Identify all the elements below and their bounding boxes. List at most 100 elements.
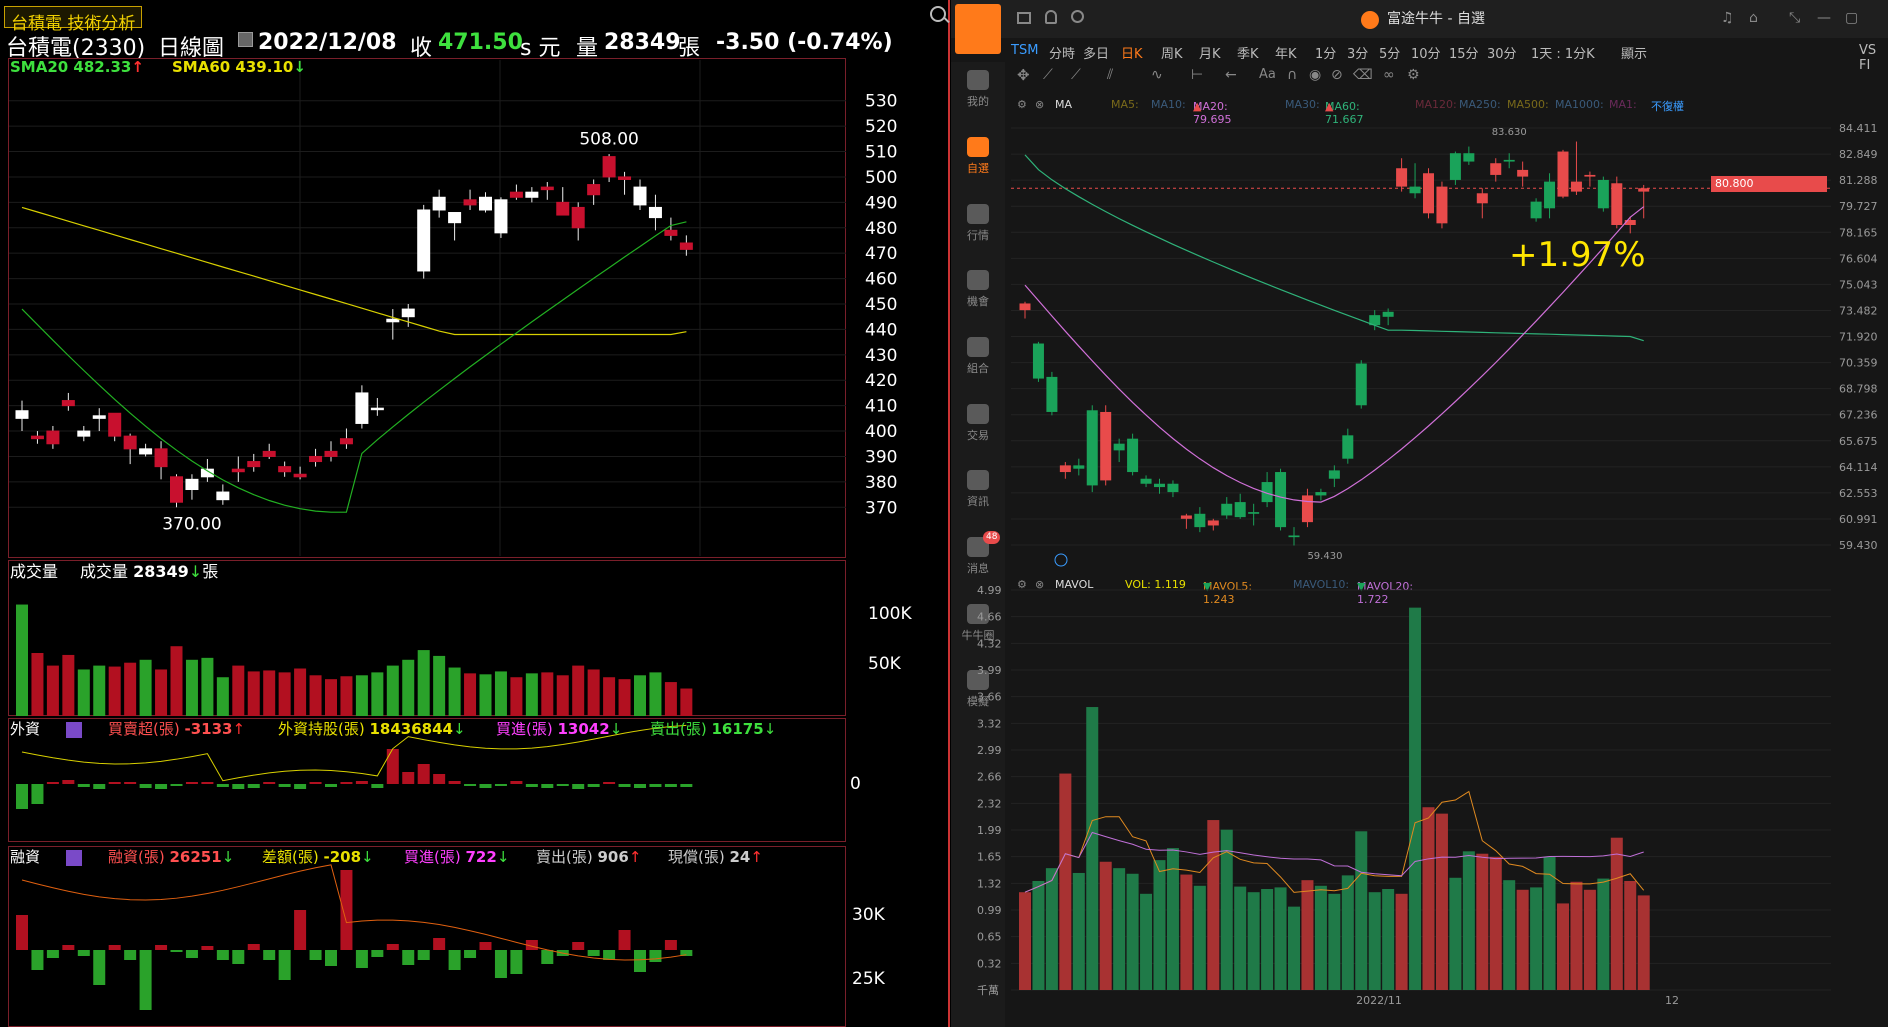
line-tool-icon[interactable]: ⟋ xyxy=(1043,67,1053,83)
sidebar-item-news[interactable]: 資訊 xyxy=(951,470,1005,509)
price-axis-label: 380 xyxy=(865,473,897,493)
date-label: 2022/11 xyxy=(1356,994,1402,1007)
message-badge: 48 xyxy=(983,531,1001,544)
sidebar-item-mine[interactable]: 我的 xyxy=(951,70,1005,109)
margin-bar-up xyxy=(108,945,121,950)
channel-tool-icon[interactable]: ⫽ xyxy=(1107,67,1114,83)
symbol-label[interactable]: TSM xyxy=(1011,43,1039,58)
ma20-line xyxy=(1024,206,1645,503)
search-icon[interactable] xyxy=(1071,10,1084,23)
tab-period[interactable]: 周K xyxy=(1161,47,1183,62)
sidebar-item-opportunity[interactable]: 機會 xyxy=(951,270,1005,309)
restore-icon[interactable]: ⤡ xyxy=(1789,10,1801,26)
volume-bar-down xyxy=(1462,851,1475,990)
sidebar-item-messages[interactable]: 消息 48 xyxy=(951,531,1005,576)
link-icon[interactable]: ∞ xyxy=(1383,67,1395,83)
volume-bar-down xyxy=(1530,887,1543,990)
tab-period[interactable]: 季K xyxy=(1237,47,1259,62)
foreign-panel[interactable] xyxy=(8,718,846,842)
display-menu[interactable]: 顯示 xyxy=(1621,47,1648,62)
trash-icon[interactable]: ⌫ xyxy=(1353,67,1373,83)
tab-period-active[interactable]: 日K xyxy=(1121,47,1143,62)
candle-down xyxy=(1382,311,1394,317)
low-price-label: 370.00 xyxy=(162,514,221,534)
tab-period[interactable]: 分時 xyxy=(1049,47,1076,62)
magnet-icon[interactable]: ∩ xyxy=(1287,67,1298,83)
window-title[interactable]: 台積電 技術分析 xyxy=(4,6,143,34)
adjust-toggle[interactable]: 不復權 xyxy=(1651,100,1684,113)
sidebar-item-watchlist[interactable]: 自選 xyxy=(951,137,1005,176)
volume-bar-down xyxy=(1140,893,1153,990)
volume-bar-up xyxy=(1207,820,1220,990)
price-axis-label: 370 xyxy=(865,498,897,518)
tab-period[interactable]: 多日 xyxy=(1083,47,1110,62)
list-icon[interactable] xyxy=(66,850,82,866)
price-axis-label: 500 xyxy=(865,168,897,188)
tab-period[interactable]: 30分 xyxy=(1487,47,1517,62)
compare-label[interactable]: VS FI xyxy=(1859,43,1877,73)
foreign-bar-buy xyxy=(46,782,59,784)
futu-logo-icon xyxy=(1361,11,1379,29)
maximize-icon[interactable]: ▢ xyxy=(1845,10,1859,26)
foreign-bar-buy xyxy=(201,782,214,784)
minimize-icon[interactable]: — xyxy=(1817,10,1831,26)
headset-icon[interactable]: ♫ xyxy=(1721,10,1734,26)
tab-period[interactable]: 3分 xyxy=(1347,47,1369,62)
eye-icon[interactable]: ◉ xyxy=(1309,67,1322,83)
margin-bar-down xyxy=(93,950,106,985)
tab-period[interactable]: 月K xyxy=(1199,47,1221,62)
sidebar-item-portfolio[interactable]: 組合 xyxy=(951,337,1005,376)
shirt-icon[interactable]: ⌂ xyxy=(1749,10,1758,26)
measure-tool-icon[interactable]: ⊢ xyxy=(1191,67,1204,83)
tab-period[interactable]: 1分 xyxy=(1315,47,1337,62)
layout-icon[interactable] xyxy=(1017,12,1031,24)
price-panel[interactable] xyxy=(8,58,846,558)
candle-up xyxy=(92,415,106,419)
mavol20-line xyxy=(1024,831,1644,893)
ma-indicator[interactable]: MA xyxy=(1055,98,1073,111)
tab-period[interactable]: 年K xyxy=(1275,47,1297,62)
dropdown-icon[interactable] xyxy=(238,32,253,47)
foreign-bar-sell xyxy=(649,784,662,787)
foreign-bar-sell xyxy=(572,784,585,789)
tab-period[interactable]: 5分 xyxy=(1379,47,1401,62)
price-axis-label: 450 xyxy=(865,295,897,315)
candle-up xyxy=(1436,186,1448,224)
volume-bar-down xyxy=(1220,829,1233,990)
gear-icon[interactable]: ⚙ xyxy=(1017,98,1027,111)
vol-indicator[interactable]: MAVOL xyxy=(1055,578,1094,591)
list-icon[interactable] xyxy=(66,722,82,738)
lock-icon[interactable]: ⊘ xyxy=(1331,67,1343,83)
tab-period[interactable]: 10分 xyxy=(1411,47,1441,62)
volume-bar-up xyxy=(525,673,538,716)
volume-bar-down xyxy=(46,665,59,716)
sidebar-item-market[interactable]: 行情 xyxy=(951,204,1005,243)
volume-bar-up xyxy=(16,604,28,716)
settings-icon[interactable]: ⚙ xyxy=(1407,67,1420,83)
gear-icon[interactable]: ⚙ xyxy=(1017,578,1027,591)
wave-tool-icon[interactable]: ∿ xyxy=(1151,67,1163,83)
ma500-legend: MA500: xyxy=(1507,98,1549,111)
interval-select[interactable]: 1天 : 1分K xyxy=(1531,47,1595,62)
close-icon[interactable]: ⊗ xyxy=(1035,578,1045,591)
close-icon[interactable]: ⊗ xyxy=(1035,98,1045,111)
bell-icon[interactable] xyxy=(1045,10,1057,24)
volume-value: 28349 xyxy=(604,30,681,55)
candle-down xyxy=(1261,482,1273,503)
sidebar-item-simulate[interactable]: 模擬 xyxy=(951,670,1005,709)
candle-down xyxy=(262,450,276,457)
ray-tool-icon[interactable]: ⟋ xyxy=(1071,67,1081,83)
sidebar-item-trade[interactable]: 交易 xyxy=(951,404,1005,443)
arrow-tool-icon[interactable]: ← xyxy=(1225,67,1237,83)
sidebar-item-community[interactable]: 牛牛圈 xyxy=(951,604,1005,643)
margin-bar-down xyxy=(448,950,461,970)
candle-up xyxy=(633,186,647,206)
price-axis-label: 480 xyxy=(865,219,897,239)
text-tool-icon[interactable]: Aa xyxy=(1259,67,1276,82)
foreign-bar-sell xyxy=(464,784,477,786)
zoom-icon[interactable] xyxy=(930,6,946,22)
tab-period[interactable]: 15分 xyxy=(1449,47,1479,62)
move-icon[interactable]: ✥ xyxy=(1017,66,1030,84)
app-logo[interactable] xyxy=(955,4,1001,54)
